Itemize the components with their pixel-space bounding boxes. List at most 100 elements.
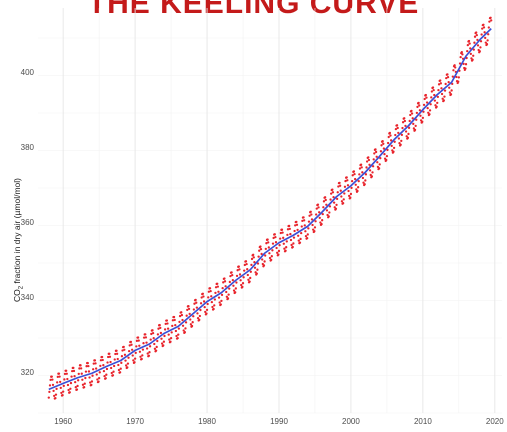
monthly-point [120, 355, 124, 358]
monthly-point [220, 299, 223, 302]
monthly-point [164, 322, 167, 326]
monthly-point [177, 327, 181, 330]
monthly-point [81, 378, 84, 381]
monthly-point [153, 342, 156, 346]
monthly-point [361, 176, 365, 180]
monthly-point [189, 318, 192, 321]
monthly-point [118, 371, 122, 374]
monthly-point [112, 364, 116, 368]
monthly-point [304, 234, 308, 238]
monthly-point [85, 365, 88, 368]
monthly-point [232, 289, 236, 292]
monthly-point [385, 154, 389, 158]
monthly-point [80, 372, 83, 375]
monthly-point [126, 362, 130, 365]
monthly-point [133, 361, 136, 364]
monthly-point [59, 380, 62, 384]
monthly-point [95, 367, 98, 370]
monthly-point [90, 383, 93, 387]
monthly-point [415, 111, 419, 115]
monthly-point [187, 304, 190, 308]
monthly-point [469, 52, 472, 55]
monthly-point [185, 314, 188, 317]
monthly-point [417, 101, 420, 104]
monthly-point [225, 295, 228, 298]
monthly-point [291, 245, 294, 249]
monthly-point [318, 216, 321, 219]
monthly-point [483, 31, 486, 34]
monthly-point [330, 192, 333, 195]
monthly-point [281, 231, 284, 234]
monthly-point [303, 224, 306, 227]
monthly-point [69, 381, 73, 385]
monthly-point [295, 220, 298, 224]
monthly-point [248, 280, 251, 283]
monthly-point [286, 228, 290, 231]
monthly-point [336, 191, 339, 194]
monthly-point [272, 236, 275, 240]
monthly-point [154, 349, 158, 352]
monthly-point [365, 166, 368, 169]
monthly-point [329, 198, 332, 201]
monthly-point [48, 384, 52, 387]
monthly-point [479, 40, 483, 43]
monthly-point [117, 368, 121, 372]
monthly-point [343, 192, 346, 195]
monthly-point [66, 377, 69, 381]
monthly-point [88, 376, 91, 379]
monthly-point [100, 355, 104, 359]
monthly-point [340, 200, 344, 203]
monthly-point [267, 246, 270, 249]
monthly-point [410, 112, 414, 115]
monthly-point [460, 51, 463, 54]
monthly-point [461, 53, 464, 56]
monthly-point [192, 308, 196, 311]
monthly-point [245, 263, 248, 266]
monthly-point [471, 58, 474, 61]
monthly-point [261, 258, 264, 261]
monthly-point [127, 349, 131, 353]
monthly-point [298, 241, 302, 244]
monthly-point [196, 316, 200, 320]
monthly-point [319, 221, 322, 224]
monthly-point [131, 354, 134, 357]
monthly-point [172, 315, 176, 319]
monthly-point [62, 390, 65, 393]
monthly-point [379, 157, 382, 160]
monthly-point [317, 206, 320, 209]
monthly-point [169, 340, 172, 343]
monthly-point [321, 219, 324, 222]
monthly-point [311, 223, 314, 227]
monthly-point [68, 391, 71, 394]
monthly-point [174, 329, 178, 333]
monthly-point [457, 80, 460, 83]
monthly-point [223, 277, 226, 280]
monthly-point [129, 340, 133, 343]
monthly-point [405, 135, 408, 138]
monthly-point [306, 236, 309, 240]
monthly-point [141, 354, 144, 357]
monthly-point [437, 88, 440, 92]
monthly-point [103, 374, 106, 378]
monthly-point [120, 361, 123, 364]
monthly-point [467, 39, 471, 43]
monthly-point [448, 86, 451, 89]
monthly-point [234, 287, 237, 290]
monthly-point [50, 375, 53, 378]
monthly-point [255, 272, 258, 275]
monthly-point [190, 324, 194, 328]
monthly-point [404, 130, 408, 133]
monthly-point [423, 97, 426, 101]
monthly-point [181, 318, 184, 322]
monthly-point [246, 273, 249, 277]
monthly-point [268, 256, 272, 260]
monthly-point [392, 146, 396, 149]
monthly-point [102, 364, 105, 367]
monthly-point [97, 380, 100, 383]
monthly-point [436, 95, 440, 98]
x-tick-label: 1990 [270, 417, 288, 426]
monthly-point [243, 269, 246, 272]
monthly-point [106, 355, 110, 359]
monthly-point [476, 44, 480, 47]
monthly-point [151, 329, 154, 332]
